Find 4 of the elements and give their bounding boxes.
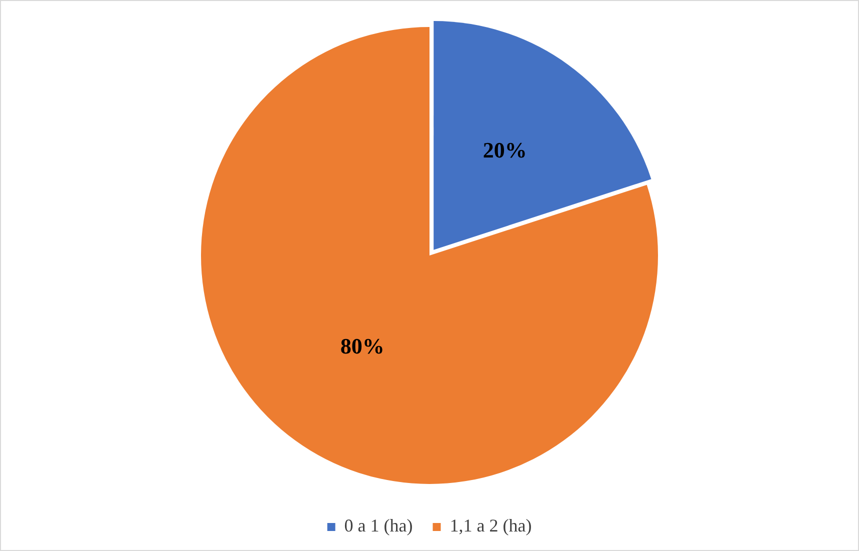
legend-label: 0 a 1 (ha) — [344, 516, 413, 536]
data-label: 80% — [340, 334, 384, 359]
legend-label: 1,1 a 2 (ha) — [450, 516, 532, 536]
data-label: 20% — [482, 137, 527, 162]
